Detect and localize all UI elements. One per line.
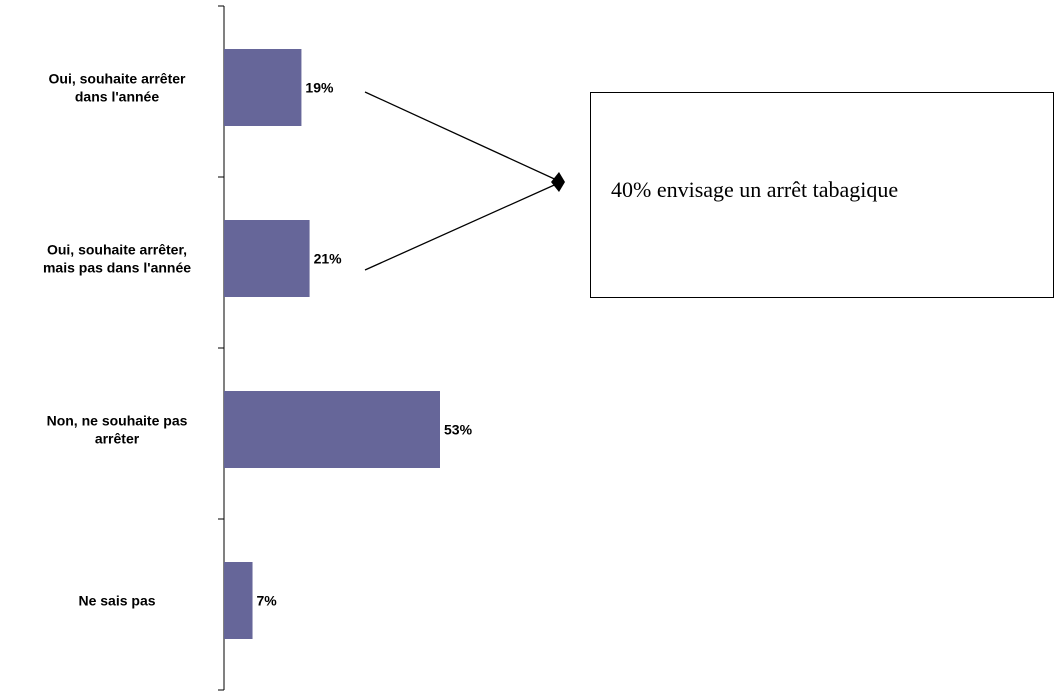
- category-label-line: Oui, souhaite arrêter,: [47, 242, 187, 258]
- callout-box: 40% envisage un arrêt tabagique: [590, 92, 1054, 298]
- data-label: 19%: [305, 80, 334, 96]
- callout-text: 40% envisage un arrêt tabagique: [611, 177, 899, 202]
- category-label-line: arrêter: [95, 431, 140, 447]
- category-label: Oui, souhaite arrêter dans l'année: [49, 71, 186, 105]
- category-label-line: Ne sais pas: [78, 593, 155, 609]
- bar: [224, 562, 253, 639]
- bar: [224, 220, 310, 297]
- axis-layer: [218, 5, 225, 691]
- category-label: Oui, souhaite arrêter, mais pas dans l'an…: [43, 242, 191, 276]
- callout-arrow-line: [364, 181, 562, 271]
- bars-layer: [224, 49, 440, 639]
- callout-arrows: [364, 91, 565, 271]
- callout-arrowhead: [551, 172, 565, 192]
- bar: [224, 391, 440, 468]
- labels-layer: 19% Oui, souhaite arrêter dans l'année 21% O…: [43, 71, 473, 609]
- category-label-line: Non, ne souhaite pas: [47, 413, 188, 429]
- category-label: Non, ne souhaite pas arrêter: [47, 413, 188, 447]
- category-label-line: dans l'année: [75, 89, 159, 105]
- callout-arrow-line: [364, 91, 562, 183]
- category-label-line: mais pas dans l'année: [43, 260, 191, 276]
- category-label: Ne sais pas: [78, 593, 155, 609]
- category-label-line: Oui, souhaite arrêter: [49, 71, 186, 87]
- bar: [224, 49, 302, 126]
- data-label: 7%: [257, 593, 278, 609]
- data-label: 53%: [444, 422, 473, 438]
- data-label: 21%: [314, 251, 343, 267]
